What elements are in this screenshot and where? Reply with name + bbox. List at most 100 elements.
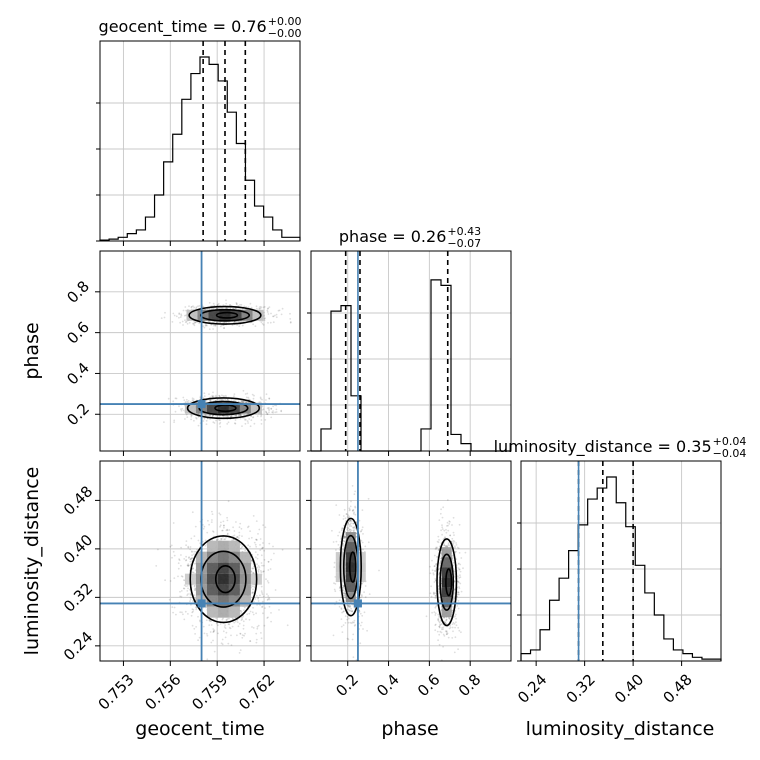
sample-point xyxy=(231,625,234,628)
sample-point xyxy=(194,589,197,592)
sample-point xyxy=(266,413,269,415)
sample-point xyxy=(339,589,342,592)
sample-point xyxy=(256,553,259,556)
sample-point xyxy=(340,625,343,628)
sample-point xyxy=(184,418,186,420)
sample-point xyxy=(206,633,208,635)
density-cell xyxy=(197,309,209,321)
sample-point xyxy=(438,567,441,570)
sample-point xyxy=(251,626,253,628)
sample-point xyxy=(239,417,242,420)
sample-point xyxy=(252,567,254,570)
sample-point xyxy=(350,607,352,610)
sample-point xyxy=(188,305,190,308)
sample-point xyxy=(449,534,452,537)
sample-point xyxy=(240,546,243,549)
sample-point xyxy=(213,324,215,327)
sample-point xyxy=(247,525,250,528)
sample-point xyxy=(183,579,185,581)
sample-point xyxy=(335,600,338,603)
sample-point xyxy=(187,400,190,402)
sample-point xyxy=(182,587,185,590)
sample-point xyxy=(350,500,352,503)
contour xyxy=(188,305,262,325)
sample-point xyxy=(244,632,246,635)
sample-point xyxy=(211,519,213,521)
sample-point xyxy=(352,633,355,636)
sample-point xyxy=(267,322,269,324)
sample-point xyxy=(234,415,237,417)
sample-point xyxy=(264,526,267,529)
sample-point xyxy=(187,564,190,567)
sample-point xyxy=(194,321,197,324)
sample-point xyxy=(425,615,428,618)
sample-point xyxy=(216,538,218,541)
sample-point xyxy=(178,405,180,408)
sample-point xyxy=(440,623,443,625)
sample-point xyxy=(170,544,173,547)
sample-point xyxy=(350,520,353,523)
sample-point xyxy=(244,400,247,403)
sample-point xyxy=(268,397,271,400)
sample-point xyxy=(256,627,259,630)
sample-point xyxy=(194,589,196,591)
sample-point xyxy=(360,530,363,532)
sample-point xyxy=(226,399,229,401)
sample-point xyxy=(195,626,198,628)
sample-point xyxy=(194,633,197,635)
sample-point xyxy=(193,594,196,596)
sample-point xyxy=(344,622,347,624)
sample-point xyxy=(186,590,189,592)
sample-point xyxy=(218,394,221,397)
sample-point xyxy=(436,556,439,558)
sample-point xyxy=(209,414,211,417)
sample-point xyxy=(237,625,240,628)
sample-point xyxy=(210,641,213,644)
sample-point xyxy=(220,642,223,645)
sample-point xyxy=(160,317,163,319)
sample-point xyxy=(179,611,182,614)
sample-point xyxy=(172,312,175,315)
sample-point xyxy=(270,620,272,623)
sample-point xyxy=(342,544,345,547)
contour xyxy=(215,311,239,319)
sample-point xyxy=(259,544,261,546)
sample-point xyxy=(274,314,276,317)
sample-point xyxy=(346,604,348,606)
sample-point xyxy=(363,591,365,593)
sample-point xyxy=(185,555,188,558)
sample-point xyxy=(346,618,349,621)
sample-point xyxy=(254,551,257,553)
sample-point xyxy=(350,610,353,613)
sample-point xyxy=(172,400,175,403)
sample-point xyxy=(225,618,228,621)
sample-point xyxy=(360,594,363,596)
sample-point xyxy=(191,550,193,553)
sample-point xyxy=(197,539,200,542)
sample-point xyxy=(172,550,175,553)
sample-point xyxy=(244,416,246,419)
sample-point xyxy=(239,304,241,306)
sample-point xyxy=(223,524,225,527)
sample-point xyxy=(354,526,356,529)
sample-point xyxy=(237,320,240,323)
sample-point xyxy=(264,419,267,421)
sample-point xyxy=(173,554,176,557)
sample-point xyxy=(209,308,211,311)
sample-point xyxy=(262,524,264,526)
sample-point xyxy=(179,595,182,598)
sample-point xyxy=(205,423,208,426)
sample-point xyxy=(223,626,226,628)
sample-point xyxy=(229,304,232,306)
sample-point xyxy=(335,540,338,543)
sample-point xyxy=(265,393,268,396)
sample-point xyxy=(352,656,355,659)
sample-point xyxy=(267,406,270,409)
sample-point xyxy=(184,401,187,403)
sample-point xyxy=(250,419,253,422)
sample-point xyxy=(354,490,356,493)
sample-point xyxy=(251,591,254,594)
sample-point xyxy=(193,627,196,630)
sample-point xyxy=(267,313,270,315)
contour xyxy=(198,400,249,416)
